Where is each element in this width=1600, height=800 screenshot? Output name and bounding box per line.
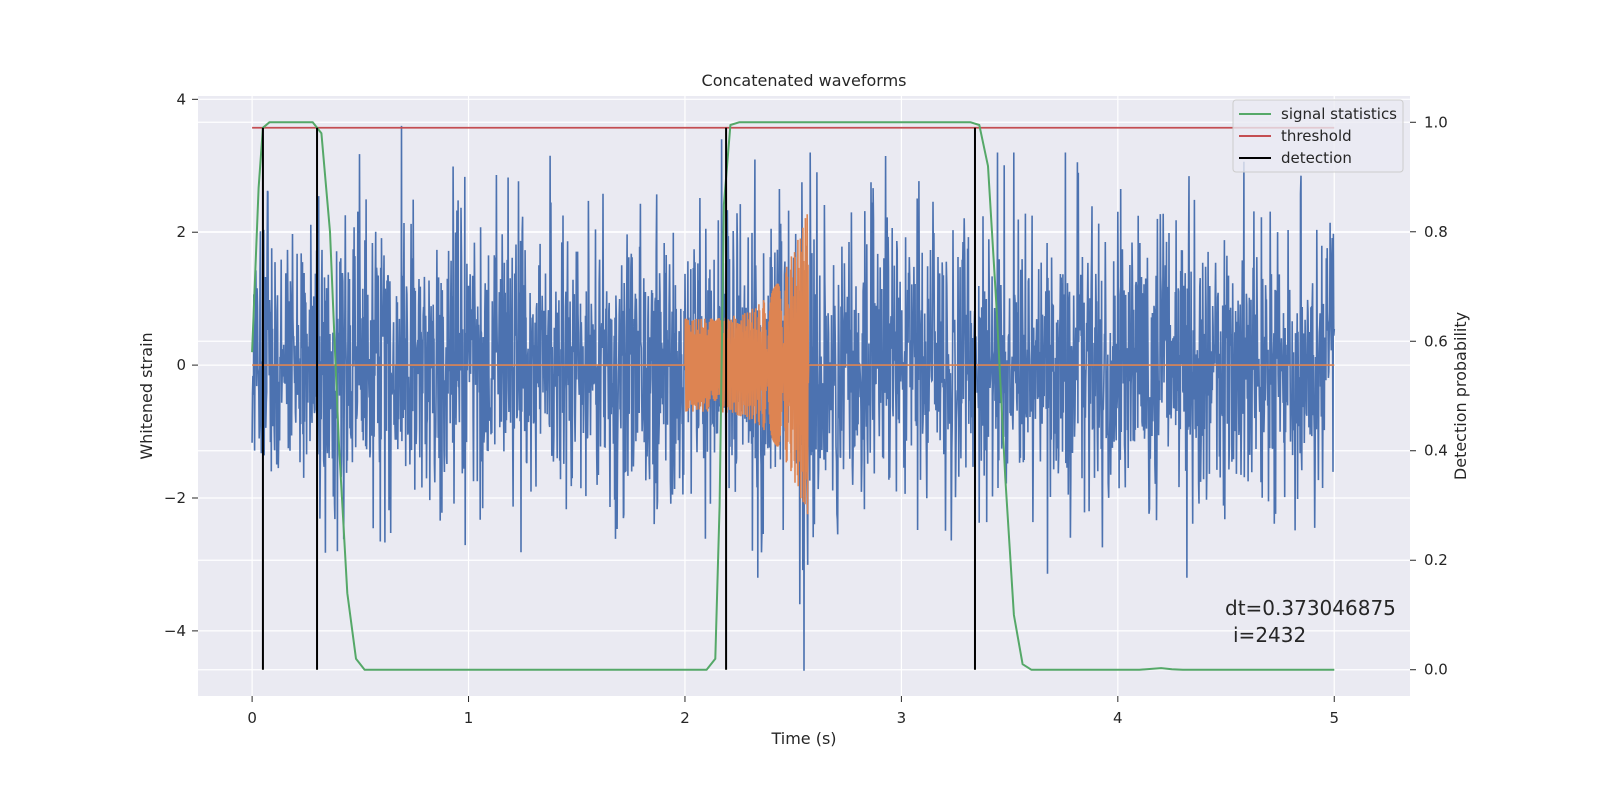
legend-entry-threshold: threshold	[1281, 127, 1352, 145]
series-injected-waveform	[252, 214, 1335, 515]
y2-tick-label: 0.8	[1424, 223, 1448, 241]
legend-box	[1232, 99, 1404, 173]
x-tick-label: 1	[464, 709, 474, 727]
probability-layer	[251, 121, 1335, 671]
y-tick-label: 0	[176, 356, 186, 374]
x-axis-label: Time (s)	[770, 729, 836, 748]
y2-tick-label: 0.2	[1424, 551, 1448, 569]
x-tick-label: 2	[680, 709, 690, 727]
y2-tick-label: 0.6	[1424, 332, 1448, 350]
y2-tick-label: 0.4	[1424, 442, 1448, 460]
legend: signal statistics threshold detection	[1232, 99, 1404, 173]
y2-axis-label: Detection probability	[1451, 312, 1470, 480]
x-tick-label: 0	[247, 709, 257, 727]
y-tick-label: 2	[176, 223, 186, 241]
y-tick-label: 4	[176, 90, 186, 108]
y-axis-right: 0.0 0.2 0.4 0.6 0.8 1.0	[1410, 113, 1448, 679]
annotation-index: i=2432	[1233, 623, 1306, 647]
annotation-dt: dt=0.373046875	[1225, 596, 1396, 620]
x-tick-label: 5	[1329, 709, 1339, 727]
strain-layer	[251, 125, 1336, 671]
plot-area	[198, 96, 1410, 696]
y-axis-label: Whitened strain	[137, 332, 156, 459]
x-tick-label: 3	[897, 709, 907, 727]
series-signal-statistics	[251, 121, 1335, 671]
y2-tick-label: 1.0	[1424, 113, 1448, 131]
y-axis-left: −4 −2 0 2 4	[164, 90, 198, 640]
legend-entry-detection: detection	[1281, 149, 1352, 167]
chart-title: Concatenated waveforms	[702, 71, 907, 90]
y-tick-label: −2	[164, 489, 186, 507]
x-tick-label: 4	[1113, 709, 1123, 727]
legend-entry-signal-statistics: signal statistics	[1281, 105, 1397, 123]
y2-tick-label: 0.0	[1424, 661, 1448, 679]
x-axis: 0 1 2 3 4 5	[247, 696, 1339, 727]
y-tick-label: −4	[164, 622, 186, 640]
